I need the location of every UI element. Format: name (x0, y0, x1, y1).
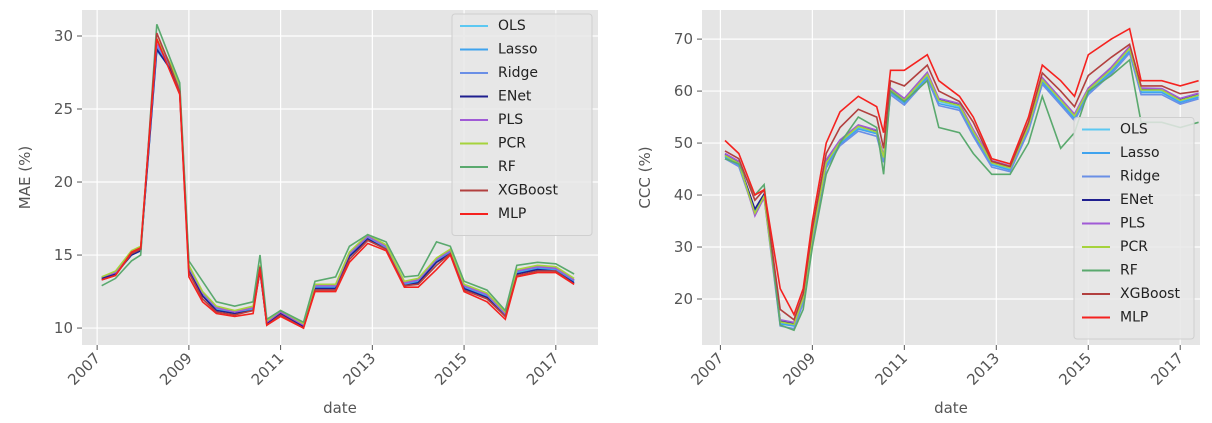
legend: OLS Lasso Ridge ENet PLS PCR RF XGBoost MLP (451, 13, 593, 236)
x-tick-label: 2017 (1147, 349, 1187, 389)
y-tick-label: 40 (674, 186, 693, 204)
legend-label: ENet (1120, 192, 1154, 208)
legend-label: ENet (498, 89, 532, 105)
y-tick-label: 30 (54, 27, 73, 45)
x-tick-label: 2007 (64, 349, 104, 389)
series-line (724, 27, 1199, 317)
legend-label: Ridge (1120, 169, 1160, 185)
legend-label: RF (498, 159, 516, 175)
legend-label: RF (1120, 263, 1138, 279)
series-group (724, 27, 1199, 332)
series-line (101, 24, 575, 324)
x-axis-label: date (323, 399, 357, 417)
subplot: 10 15 20 25 30 2007 2009 2011 2013 2015 2017 date MA… (16, 10, 598, 417)
x-tick-label: 2011 (248, 349, 288, 389)
legend-box (1073, 117, 1195, 340)
x-tick-label: 2007 (687, 349, 727, 389)
legend-label: MLP (1120, 310, 1148, 326)
legend: OLS Lasso Ridge ENet PLS PCR RF XGBoost MLP (1073, 117, 1195, 340)
x-axis-label: date (934, 399, 968, 417)
x-tick-label: 2009 (156, 349, 196, 389)
y-axis-label: CCC (%) (636, 146, 654, 208)
legend-label: PLS (498, 112, 523, 128)
y-tick-label: 30 (674, 238, 693, 256)
y-tick-label: 70 (674, 30, 693, 48)
legend-label: PCR (498, 136, 526, 152)
x-tick-label: 2013 (963, 349, 1003, 389)
legend-label: XGBoost (1120, 286, 1180, 302)
x-tick-label: 2011 (871, 349, 911, 389)
legend-label: PLS (1120, 216, 1145, 232)
y-tick-label: 50 (674, 134, 693, 152)
series-line (724, 46, 1199, 326)
legend-label: XGBoost (498, 183, 558, 199)
y-tick-label: 15 (54, 246, 73, 264)
series-line (724, 58, 1199, 332)
series-line (101, 38, 575, 330)
legend-label: Lasso (1120, 145, 1160, 161)
series-group (101, 24, 575, 330)
legend-label: Ridge (498, 65, 538, 81)
y-tick-label: 60 (674, 82, 693, 100)
legend-label: OLS (1120, 122, 1148, 138)
y-tick-label: 10 (54, 319, 73, 337)
x-tick-label: 2015 (1055, 349, 1095, 389)
y-tick-label: 20 (674, 290, 693, 308)
legend-label: MLP (498, 206, 526, 222)
y-axis-label: MAE (%) (16, 146, 34, 209)
x-tick-label: 2009 (779, 349, 819, 389)
x-tick-label: 2017 (523, 349, 563, 389)
subplot: 20 30 40 50 60 70 2007 2009 2011 2013 2015 2017 date… (636, 10, 1200, 417)
legend-box (451, 13, 593, 236)
x-tick-label: 2013 (339, 349, 379, 389)
legend-label: OLS (498, 18, 526, 34)
y-tick-label: 25 (54, 100, 73, 118)
legend-label: Lasso (498, 42, 538, 58)
series-line (724, 42, 1199, 322)
legend-label: PCR (1120, 239, 1148, 255)
x-tick-label: 2015 (431, 349, 471, 389)
y-tick-label: 20 (54, 173, 73, 191)
